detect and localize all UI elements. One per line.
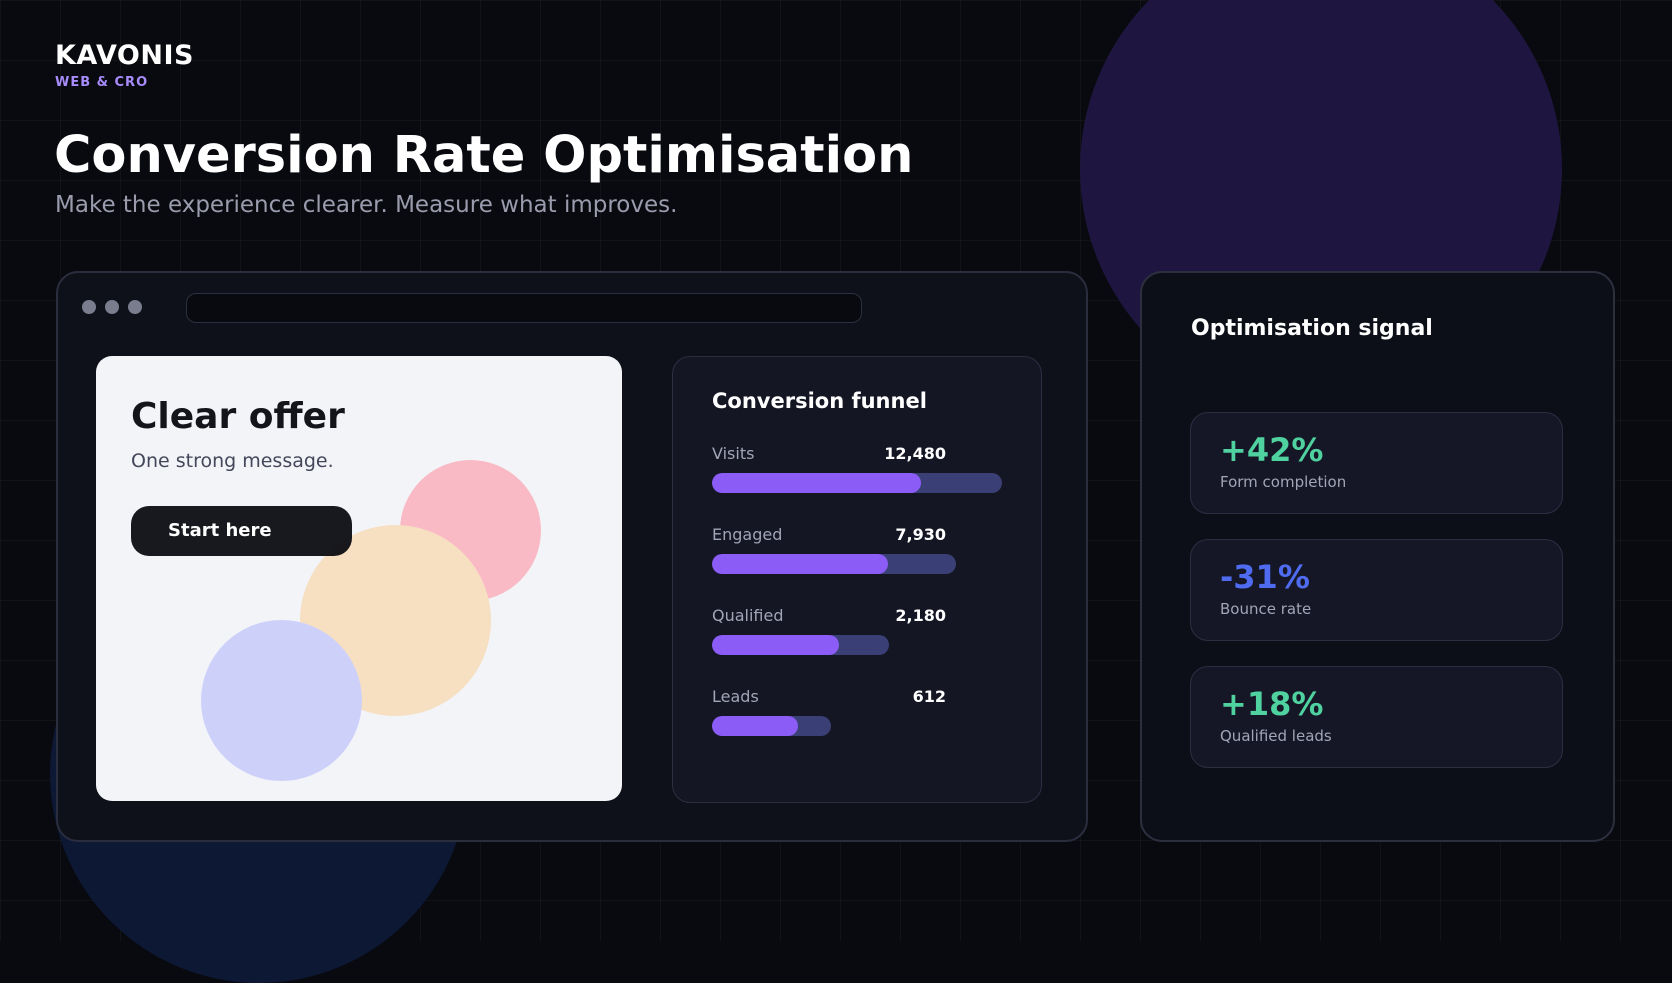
offer-title: Clear offer bbox=[131, 396, 345, 437]
funnel-stage-label: Qualified bbox=[712, 606, 784, 625]
window-dot-icon bbox=[128, 300, 142, 314]
funnel-bar-track bbox=[712, 473, 1002, 493]
offer-subtitle: One strong message. bbox=[131, 450, 334, 472]
signal-title: Optimisation signal bbox=[1191, 316, 1433, 341]
address-bar[interactable] bbox=[186, 293, 862, 323]
start-here-button[interactable]: Start here bbox=[131, 506, 352, 556]
funnel-bar-fill bbox=[712, 473, 921, 493]
optimisation-signal-panel: Optimisation signal +42% Form completion -… bbox=[1140, 271, 1615, 842]
funnel-bar-track bbox=[712, 716, 831, 736]
funnel-stage-value: 2,180 bbox=[895, 606, 946, 625]
funnel-title: Conversion funnel bbox=[712, 389, 927, 413]
funnel-bar-track bbox=[712, 635, 889, 655]
metric-label: Qualified leads bbox=[1220, 727, 1332, 745]
brand-name: KAVONIS bbox=[55, 40, 194, 71]
brand-logo: KAVONIS WEB & CRO bbox=[55, 40, 194, 90]
window-dot-icon bbox=[105, 300, 119, 314]
funnel-stage-value: 7,930 bbox=[895, 525, 946, 544]
metric-card: +42% Form completion bbox=[1190, 412, 1563, 514]
funnel-bar-fill bbox=[712, 554, 888, 574]
landing-preview-card: Clear offer One strong message. Start he… bbox=[96, 356, 622, 801]
funnel-stage-label: Leads bbox=[712, 687, 759, 706]
funnel-stage-value: 12,480 bbox=[884, 444, 946, 463]
funnel-stage-value: 612 bbox=[912, 687, 946, 706]
decorative-lavender-circle bbox=[201, 620, 362, 781]
funnel-bar-fill bbox=[712, 635, 839, 655]
browser-mockup: Clear offer One strong message. Start he… bbox=[56, 271, 1088, 842]
metric-card: +18% Qualified leads bbox=[1190, 666, 1563, 768]
funnel-stage: Qualified 2,180 bbox=[712, 606, 946, 658]
metric-label: Bounce rate bbox=[1220, 600, 1312, 618]
metric-label: Form completion bbox=[1220, 473, 1347, 491]
funnel-stage: Leads 612 bbox=[712, 687, 946, 739]
funnel-bar-fill bbox=[712, 716, 798, 736]
metric-value: +18% bbox=[1220, 685, 1324, 723]
funnel-stage-label: Engaged bbox=[712, 525, 783, 544]
brand-tagline: WEB & CRO bbox=[55, 75, 149, 90]
window-dot-icon bbox=[82, 300, 96, 314]
page-subtitle: Make the experience clearer. Measure wha… bbox=[55, 192, 678, 218]
metric-card: -31% Bounce rate bbox=[1190, 539, 1563, 641]
funnel-stage-label: Visits bbox=[712, 444, 755, 463]
funnel-stage: Engaged 7,930 bbox=[712, 525, 956, 577]
page-title: Conversion Rate Optimisation bbox=[54, 126, 914, 185]
conversion-funnel-panel: Conversion funnel Visits 12,480 Engaged 7,9… bbox=[672, 356, 1042, 803]
funnel-stage: Visits 12,480 bbox=[712, 444, 1002, 496]
metric-value: +42% bbox=[1220, 431, 1324, 469]
funnel-bar-track bbox=[712, 554, 956, 574]
metric-value: -31% bbox=[1220, 558, 1310, 596]
